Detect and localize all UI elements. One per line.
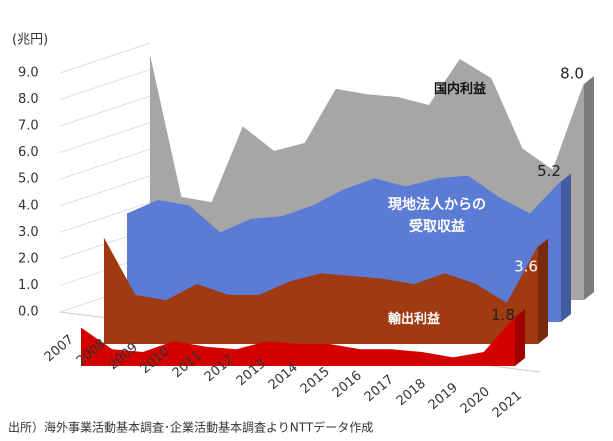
- series-label: 輸出利益: [388, 311, 440, 327]
- source-note: 出所）海外事業活動基本調査･企業活動基本調査よりNTTデータ作成: [8, 420, 373, 435]
- y-tick-label: 5.0: [18, 172, 39, 187]
- area-side: [561, 173, 571, 322]
- series-label: 輸出利益（うち現法向け除き）: [270, 365, 452, 381]
- area-line: [103, 238, 539, 305]
- grid-line: [59, 95, 151, 127]
- y-tick-label: 6.0: [18, 145, 39, 160]
- grid-line: [59, 201, 151, 233]
- x-tick-label: 2007: [42, 332, 77, 365]
- series-label: 国内利益: [434, 81, 486, 97]
- area-side: [515, 309, 525, 366]
- area-side-shade: [561, 173, 571, 322]
- y-tick-label: 2.0: [18, 251, 39, 266]
- grid-line: [59, 42, 151, 74]
- area-line: [80, 317, 516, 359]
- value-label: 5.2: [537, 162, 561, 180]
- area-side-shade: [538, 238, 548, 344]
- y-tick-label: 4.0: [18, 198, 39, 213]
- area-side-shade: [584, 76, 594, 300]
- value-label: 1.8: [491, 306, 515, 324]
- area-side: [584, 76, 594, 300]
- x-tick-label: 2020: [458, 384, 493, 417]
- area-side: [538, 238, 548, 344]
- grid-line: [59, 122, 151, 154]
- grid-line: [59, 175, 151, 207]
- value-label: 8.0: [560, 65, 584, 83]
- area-line: [126, 175, 562, 234]
- y-tick-label: 8.0: [18, 92, 39, 107]
- series-label-box: 現地法人からの受取収益: [388, 196, 486, 235]
- area-fill: [81, 317, 515, 366]
- x-tick-label: 2021: [490, 388, 525, 421]
- y-tick-label: 9.0: [18, 66, 39, 81]
- area-line: [149, 56, 585, 204]
- y-tick-label: 7.0: [18, 119, 39, 134]
- area-side-shade: [515, 309, 525, 366]
- y-tick-label: 0.0: [18, 305, 39, 320]
- unit-label: (兆円): [12, 33, 48, 48]
- value-label: 3.6: [514, 257, 538, 275]
- grid-line: [59, 69, 151, 101]
- y-tick-label: 1.0: [18, 278, 39, 293]
- y-tick-label: 3.0: [18, 225, 39, 240]
- series-label: 現地法人からの受取収益: [388, 196, 486, 235]
- grid-line: [59, 148, 151, 180]
- x-tick-label: 2019: [426, 380, 461, 413]
- area-fill: [104, 238, 538, 344]
